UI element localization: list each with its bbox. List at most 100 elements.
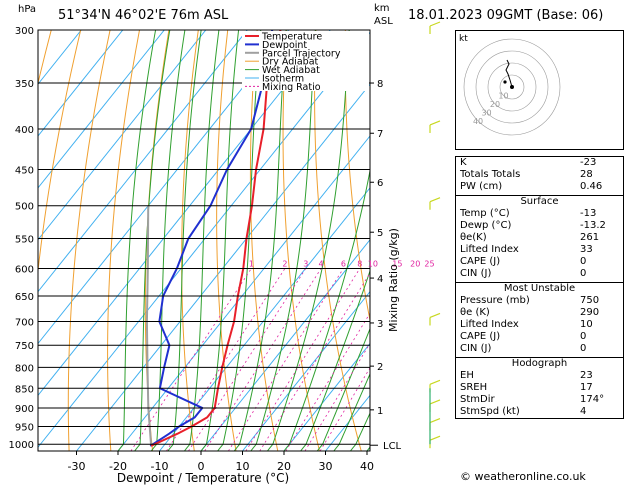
hodograph-table-row: StmDir 174° (456, 394, 623, 406)
wind-barb-flag (429, 417, 441, 424)
isotherm-line (38, 30, 124, 137)
km-tick-label: 6 (377, 178, 383, 189)
mixing-ratio-line (228, 268, 344, 451)
indices-row: K -23 (456, 157, 623, 169)
most-unstable-label: CAPE (J) (460, 331, 501, 342)
surface-value: -13.2 (580, 220, 606, 231)
legend-box (242, 31, 369, 91)
legend-item-label: Temperature (261, 32, 322, 43)
isotherm-line (283, 342, 370, 451)
surface-title: Surface (520, 196, 559, 207)
most-unstable-row: θe (K) 290 (456, 307, 623, 319)
surface-label: Dewp (°C) (460, 220, 512, 231)
indices-value: 28 (580, 169, 593, 180)
temperature-tick-label: 40 (360, 460, 374, 473)
most-unstable-row: CAPE (J) 0 (456, 331, 623, 343)
hodograph-ring-label: 10 (498, 91, 508, 100)
isotherm-line (38, 30, 248, 293)
dry-adiabat-line (344, 30, 370, 323)
pressure-tick-label: 650 (15, 292, 34, 303)
km-tick-label: 8 (377, 79, 383, 90)
temperature-tick-label: 30 (319, 460, 333, 473)
most-unstable-row: CIN (J) 0 (456, 343, 623, 355)
hodograph-ring-label: 20 (490, 100, 500, 109)
km-tick-label: 5 (377, 228, 383, 239)
most-unstable-value: 290 (580, 307, 600, 318)
temperature-tick-label: -10 (151, 460, 169, 473)
surface-row: θe(K) 261 (456, 232, 623, 244)
hpa-unit-label: hPa (18, 4, 37, 15)
most-unstable-label: CIN (J) (460, 343, 492, 354)
storm-motion-marker (503, 80, 507, 84)
hodograph-unit-label: kt (459, 34, 468, 44)
wind-barb-flag (429, 379, 441, 385)
surface-row: Dewp (°C) -13.2 (456, 220, 623, 232)
km-unit-label: km (374, 3, 390, 14)
hodograph-origin (510, 85, 514, 89)
surface-value: 0 (580, 268, 587, 279)
indices-row: PW (cm) 0.46 (456, 181, 623, 193)
forecast-datetime: 18.01.2023 09GMT (Base: 06) (408, 8, 604, 23)
hodograph-trace (505, 59, 513, 88)
indices-label: Totals Totals (460, 169, 521, 180)
pressure-tick-label: 950 (15, 423, 34, 434)
indices-label: PW (cm) (460, 181, 503, 192)
most-unstable-label: Lifted Index (460, 319, 519, 330)
pressure-tick-label: 400 (15, 125, 34, 136)
wind-barb-flag (429, 399, 441, 405)
indices-value: 0.46 (580, 181, 603, 192)
most-unstable-label: θe (K) (460, 307, 490, 318)
hodograph-table-row: SREH 17 (456, 382, 623, 394)
mixing-ratio-tick-label: 6 (341, 259, 346, 268)
dry-adiabat-line (375, 30, 445, 451)
mixing-ratio-tick-label: 10 (368, 259, 378, 268)
surface-value: 0 (580, 256, 587, 267)
mixing-ratio-tick-label: 15 (392, 259, 402, 268)
legend-item-label: Mixing Ratio (262, 82, 321, 93)
surface-label: Temp (°C) (460, 208, 510, 219)
km-tick-label: 1 (377, 406, 383, 417)
most-unstable-value: 10 (580, 319, 593, 330)
surface-label: CAPE (J) (460, 256, 501, 267)
mixing-ratio-line (245, 268, 361, 451)
hodograph-table-value: 4 (580, 406, 587, 417)
most-unstable-row: Lifted Index 10 (456, 319, 623, 331)
wind-barb-flag (429, 312, 441, 319)
mixing-ratio-axis-label: Mixing Ratio (g/kg) (387, 228, 400, 332)
mixing-ratio-line (130, 268, 252, 451)
pressure-tick-label: 800 (15, 363, 34, 374)
hodograph-ring (499, 74, 525, 100)
mixing-ratio-line (319, 367, 370, 451)
pressure-tick-label: 900 (15, 404, 34, 415)
temperature-tick-label: 20 (277, 460, 291, 473)
mixing-ratio-tick-label: 2 (282, 259, 287, 268)
temperature-tick-label: 10 (236, 460, 250, 473)
surface-value: -13 (580, 208, 597, 219)
mixing-ratio-line (188, 268, 307, 451)
hodograph-table-label: StmSpd (kt) (460, 406, 520, 417)
legend-item-label: Isotherm (262, 74, 304, 85)
legend-item-label: Dewpoint (262, 40, 307, 51)
mixing-ratio-tick-label: 4 (319, 259, 324, 268)
wind-barb-flag (429, 197, 441, 203)
stability-indices-table: K -23 Totals Totals 28 PW (cm) 0.46 Surface T… (455, 156, 624, 419)
legend-item-label: Wet Adiabat (262, 65, 320, 76)
surface-label: Lifted Index (460, 244, 519, 255)
surface-row: Temp (°C) -13 (456, 208, 623, 220)
indices-label: K (460, 157, 467, 168)
indices-row: Totals Totals 28 (456, 169, 623, 181)
hodograph-table-label: EH (460, 370, 474, 381)
wind-barb-flag (429, 435, 441, 441)
pressure-tick-label: 850 (15, 384, 34, 395)
hodograph-table-label: StmDir (460, 394, 495, 405)
surface-row: Lifted Index 33 (456, 244, 623, 256)
mixing-ratio-tick-label: 3 (303, 259, 308, 268)
most-unstable-value: 0 (580, 331, 587, 342)
temperature-tick-label: -20 (109, 460, 127, 473)
copyright-footer: © weatheronline.co.uk (460, 470, 586, 483)
mixing-ratio-tick-label: 1 (249, 259, 254, 268)
surface-row: CIN (J) 0 (456, 268, 623, 280)
pressure-tick-label: 750 (15, 341, 34, 352)
